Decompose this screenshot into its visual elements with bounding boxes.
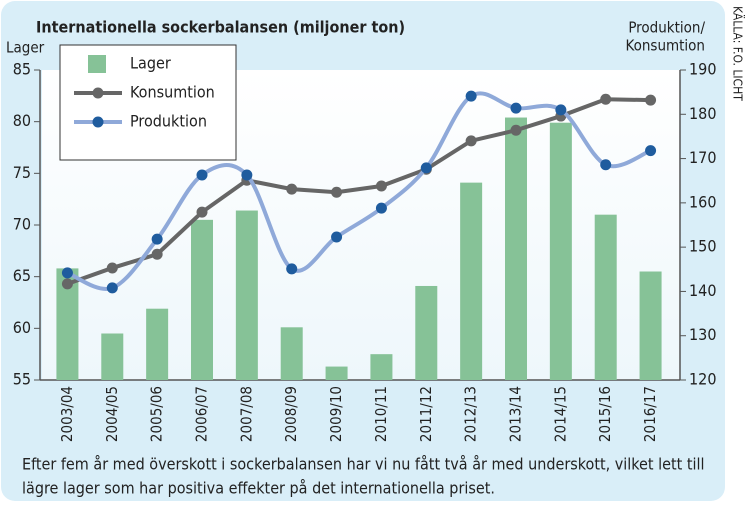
point (151, 248, 163, 260)
bar (191, 219, 213, 380)
x-tick-label: 2010/11 (372, 386, 390, 442)
bar (235, 210, 258, 380)
point (61, 278, 73, 290)
point (286, 183, 298, 195)
point (331, 231, 343, 243)
y2-tick-label: 190 (689, 60, 716, 79)
source: KÄLLA: F.O. LICHT (731, 6, 746, 101)
y-tick-label: 55 (13, 370, 31, 389)
y-tick-label: 70 (13, 215, 31, 234)
x-tick-label: 2013/14 (507, 386, 525, 442)
point (61, 267, 73, 279)
point (196, 169, 208, 181)
bar (549, 122, 572, 380)
x-tick-label: 2011/12 (417, 386, 435, 442)
bar (370, 354, 393, 380)
bar (56, 268, 79, 380)
bar (505, 117, 527, 381)
point (465, 90, 477, 102)
legend-label: Konsumtion (130, 83, 215, 102)
point (375, 202, 387, 214)
point (196, 206, 208, 218)
y-tick-label: 85 (13, 60, 31, 79)
y2-tick-label: 180 (689, 104, 716, 123)
y2-tick-label: 130 (689, 325, 716, 344)
y-tick-label: 65 (13, 266, 31, 285)
y2-axis-label: Produktion/ (628, 19, 705, 37)
legend-swatch (92, 116, 104, 128)
point (331, 186, 343, 198)
x-tick-label: 2005/06 (148, 386, 166, 442)
y2-tick-label: 150 (689, 237, 716, 256)
y2-tick-label: 140 (689, 281, 716, 300)
caption: lägre lager som har positiva effekter på… (22, 479, 495, 498)
legend-swatch (92, 87, 104, 99)
point (151, 233, 163, 245)
bar (639, 271, 662, 380)
x-tick-label: 2004/05 (103, 386, 121, 442)
legend-label: Lager (130, 54, 171, 73)
y2-tick-label: 170 (689, 148, 716, 167)
line (66, 91, 652, 291)
line (66, 97, 651, 286)
x-tick-label: 2009/10 (327, 386, 345, 442)
bar (325, 366, 348, 380)
y-tick-label: 75 (13, 163, 31, 182)
y-axis-label: Lager (6, 39, 45, 57)
point (375, 180, 387, 192)
point (241, 169, 253, 181)
bar (101, 333, 124, 380)
x-tick-label: 2014/15 (551, 386, 569, 442)
point (645, 94, 657, 106)
y2-tick-label: 160 (689, 192, 716, 211)
legend-swatch (88, 55, 106, 73)
point (510, 124, 522, 136)
y2-tick-label: 120 (689, 370, 716, 389)
x-tick-label: 2015/16 (596, 386, 614, 442)
y2-axis-label: Konsumtion (626, 37, 706, 55)
y-tick-label: 80 (13, 111, 31, 130)
x-tick-label: 2016/17 (641, 386, 659, 442)
x-tick-label: 2007/08 (237, 386, 255, 442)
bar (280, 327, 303, 380)
x-tick-label: 2008/09 (282, 386, 300, 442)
point (555, 104, 567, 116)
point (106, 282, 118, 294)
bar (594, 214, 617, 380)
y-tick-label: 60 (13, 318, 31, 337)
chart-title: Internationella sockerbalansen (miljoner… (36, 18, 405, 37)
bar (460, 182, 483, 380)
bar (146, 308, 169, 380)
x-tick-label: 2006/07 (193, 386, 211, 442)
x-tick-label: 2012/13 (462, 386, 480, 442)
point (645, 145, 657, 157)
caption: Efter fem år med överskott i sockerbalan… (22, 455, 704, 474)
point (600, 159, 612, 171)
point (465, 135, 477, 147)
point (420, 162, 432, 174)
x-tick-label: 2003/04 (58, 386, 76, 442)
point (286, 263, 298, 275)
point (106, 262, 118, 274)
point (600, 93, 612, 105)
legend-label: Produktion (130, 112, 207, 131)
bar (415, 285, 438, 380)
point (510, 102, 522, 114)
